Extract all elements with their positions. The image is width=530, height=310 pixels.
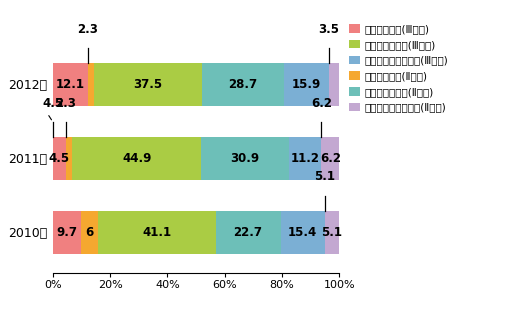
Bar bbox=[284, 63, 329, 106]
Text: 15.4: 15.4 bbox=[288, 226, 317, 239]
Bar bbox=[53, 211, 81, 254]
Text: 4.5: 4.5 bbox=[49, 152, 70, 165]
Bar bbox=[280, 211, 324, 254]
Bar bbox=[87, 63, 94, 106]
Text: 11.2: 11.2 bbox=[291, 152, 320, 165]
Bar bbox=[94, 63, 201, 106]
Text: 22.7: 22.7 bbox=[234, 226, 262, 239]
Text: 3.5: 3.5 bbox=[319, 23, 340, 36]
Bar bbox=[98, 211, 216, 254]
Text: 12.1: 12.1 bbox=[56, 78, 85, 91]
Bar bbox=[53, 137, 66, 180]
Text: 9.7: 9.7 bbox=[56, 226, 77, 239]
Text: 30.9: 30.9 bbox=[231, 152, 260, 165]
Bar bbox=[66, 137, 73, 180]
Bar bbox=[53, 63, 87, 106]
Text: 2.3: 2.3 bbox=[56, 97, 76, 110]
Text: 6.2: 6.2 bbox=[320, 152, 341, 165]
Legend: 平成４年基準(Ⅲ地域), 平成１１年基準(Ⅲ地域), トップランナー基準(Ⅲ地域), 平成４年基準(Ⅱ地域), 平成１１年基準(Ⅱ地域), トップランナー基準(: 平成４年基準(Ⅲ地域), 平成１１年基準(Ⅲ地域), トップランナー基準(Ⅲ地域… bbox=[347, 22, 451, 115]
Text: 28.7: 28.7 bbox=[228, 78, 257, 91]
Text: 6: 6 bbox=[85, 226, 93, 239]
Text: 5.1: 5.1 bbox=[314, 170, 335, 184]
Bar bbox=[81, 211, 98, 254]
Bar bbox=[201, 137, 289, 180]
Text: 44.9: 44.9 bbox=[122, 152, 152, 165]
Bar bbox=[329, 63, 339, 106]
Text: 41.1: 41.1 bbox=[142, 226, 171, 239]
Bar bbox=[201, 63, 284, 106]
Bar bbox=[322, 137, 339, 180]
Text: 15.9: 15.9 bbox=[292, 78, 321, 91]
Bar bbox=[73, 137, 201, 180]
Bar bbox=[324, 211, 339, 254]
Bar bbox=[289, 137, 322, 180]
Text: 4.5: 4.5 bbox=[42, 97, 64, 110]
Text: 6.2: 6.2 bbox=[311, 97, 332, 110]
Text: 5.1: 5.1 bbox=[321, 226, 342, 239]
Text: 2.3: 2.3 bbox=[77, 23, 98, 36]
Text: 37.5: 37.5 bbox=[134, 78, 162, 91]
Bar bbox=[216, 211, 280, 254]
